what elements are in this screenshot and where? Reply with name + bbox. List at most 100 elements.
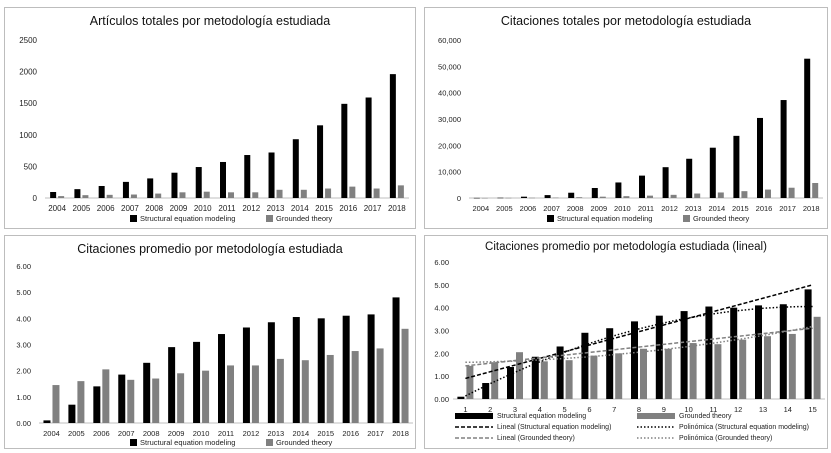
bar-sem — [195, 167, 202, 198]
y-tick-label: 3.00 — [434, 327, 449, 336]
bar-gt — [741, 191, 748, 198]
bar-gt — [326, 354, 334, 423]
legend-label: Lineal (Structural equation modeling) — [497, 424, 611, 431]
chart-citaciones-promedio: Citaciones promedio por metodología estu… — [4, 235, 416, 449]
x-tick-label: 2018 — [392, 429, 409, 438]
x-tick-label: 2004 — [472, 204, 489, 213]
legend-swatch — [455, 413, 493, 419]
x-tick-label: 2017 — [364, 204, 382, 213]
bar-gt — [529, 197, 535, 199]
bar-gt — [466, 365, 474, 399]
bar-sem — [317, 318, 325, 423]
x-tick-label: 3 — [513, 405, 517, 414]
bar-sem — [367, 314, 375, 423]
bar-sem — [292, 317, 300, 423]
x-tick-label: 2012 — [243, 429, 260, 438]
x-tick-label: 2008 — [567, 204, 584, 213]
bar-gt — [647, 195, 653, 198]
bar-sem — [147, 178, 154, 198]
bar-gt — [276, 358, 284, 423]
x-tick-label: 2018 — [803, 204, 820, 213]
bar-gt — [58, 196, 65, 198]
y-tick-label: 1500 — [19, 99, 37, 108]
legend-swatch-gt — [683, 215, 690, 222]
x-tick-label: 2004 — [48, 204, 66, 213]
bar-sem — [686, 158, 693, 198]
bar-gt — [179, 192, 186, 198]
bar-sem — [507, 367, 514, 399]
bar-sem — [122, 181, 129, 198]
chart-citaciones-svg: 0 10,000 20,000 30,000 40,000 50,000 60,000 200… — [438, 36, 823, 223]
bar-gt — [155, 193, 162, 198]
bar-sem — [655, 315, 663, 399]
bar-gt — [227, 365, 234, 423]
bar-gt — [82, 195, 89, 198]
bar-sem — [615, 182, 622, 198]
bar-sem — [193, 341, 201, 423]
bar-gt — [615, 353, 623, 399]
bar-sem — [342, 315, 350, 423]
y-tick-label: 4.00 — [16, 314, 31, 323]
bar-sem — [591, 187, 598, 198]
bar-gt — [397, 185, 404, 198]
y-tick-label: 30,000 — [438, 115, 461, 124]
bar-sem — [292, 139, 299, 198]
x-tick-label: 7 — [612, 405, 616, 414]
x-tick-label: 12 — [734, 405, 742, 414]
bar-gt — [401, 328, 409, 423]
x-tick-label: 2006 — [97, 204, 115, 213]
legend-label: Polinómica (Structural equation modeling… — [679, 424, 809, 431]
bar-gt — [788, 187, 795, 198]
x-tick-label: 15 — [808, 405, 816, 414]
legend-swatch-sem — [547, 215, 554, 222]
bar-gt — [764, 336, 771, 399]
bar-sem — [341, 103, 348, 198]
bar-gt — [640, 348, 647, 399]
legend-swatch — [637, 413, 675, 419]
bar-sem — [556, 346, 564, 399]
bar-gt — [376, 348, 384, 423]
y-tick-label: 10,000 — [438, 168, 461, 177]
chart-citaciones-totales: Citaciones totales por metodología estud… — [424, 7, 828, 229]
chart-title: Citaciones promedio por metodología estu… — [485, 241, 767, 253]
bar-gt — [127, 379, 135, 423]
x-tick-label: 2017 — [367, 429, 384, 438]
y-tick-label: 0 — [33, 194, 38, 203]
legend-swatch-gt — [266, 439, 273, 446]
chart-citaciones-promedio-lineal: Citaciones promedio por metodología estu… — [424, 235, 828, 449]
y-tick-label: 0.00 — [434, 395, 449, 404]
bar-gt — [714, 344, 722, 399]
x-tick-label: 2015 — [732, 204, 749, 213]
x-tick-label: 2007 — [121, 204, 139, 213]
bar-sem — [779, 304, 787, 399]
bar-sem — [482, 383, 490, 399]
chart-title: Citaciones promedio por metodología estu… — [77, 242, 343, 256]
bar-gt — [540, 361, 548, 399]
x-tick-label: 2 — [488, 405, 492, 414]
x-tick-label: 2008 — [145, 204, 163, 213]
bar-gt — [203, 191, 210, 198]
bar-gt — [670, 194, 677, 198]
x-tick-label: 2016 — [339, 204, 357, 213]
bar-sem — [709, 147, 716, 198]
x-tick-label: 2011 — [218, 204, 236, 213]
bar-sem — [242, 327, 250, 423]
bar-gt — [152, 378, 160, 423]
trendline — [465, 305, 813, 397]
bar-gt — [276, 189, 283, 198]
bar-sem — [639, 175, 645, 198]
bar-gt — [590, 355, 598, 399]
x-tick-label: 13 — [759, 405, 767, 414]
x-tick-label: 2016 — [756, 204, 773, 213]
bar-sem — [804, 289, 812, 399]
bar-gt — [717, 192, 724, 198]
y-tick-label: 5.00 — [434, 281, 449, 290]
x-tick-label: 1 — [463, 405, 467, 414]
y-tick-label: 6.00 — [434, 258, 449, 267]
legend-label: Structural equation modeling — [497, 413, 586, 420]
x-tick-label: 2007 — [118, 429, 135, 438]
legend-label-gt: Grounded theory — [276, 214, 333, 223]
bar-gt — [812, 182, 819, 198]
x-tick-label: 2009 — [590, 204, 607, 213]
bar-gt — [202, 370, 210, 423]
